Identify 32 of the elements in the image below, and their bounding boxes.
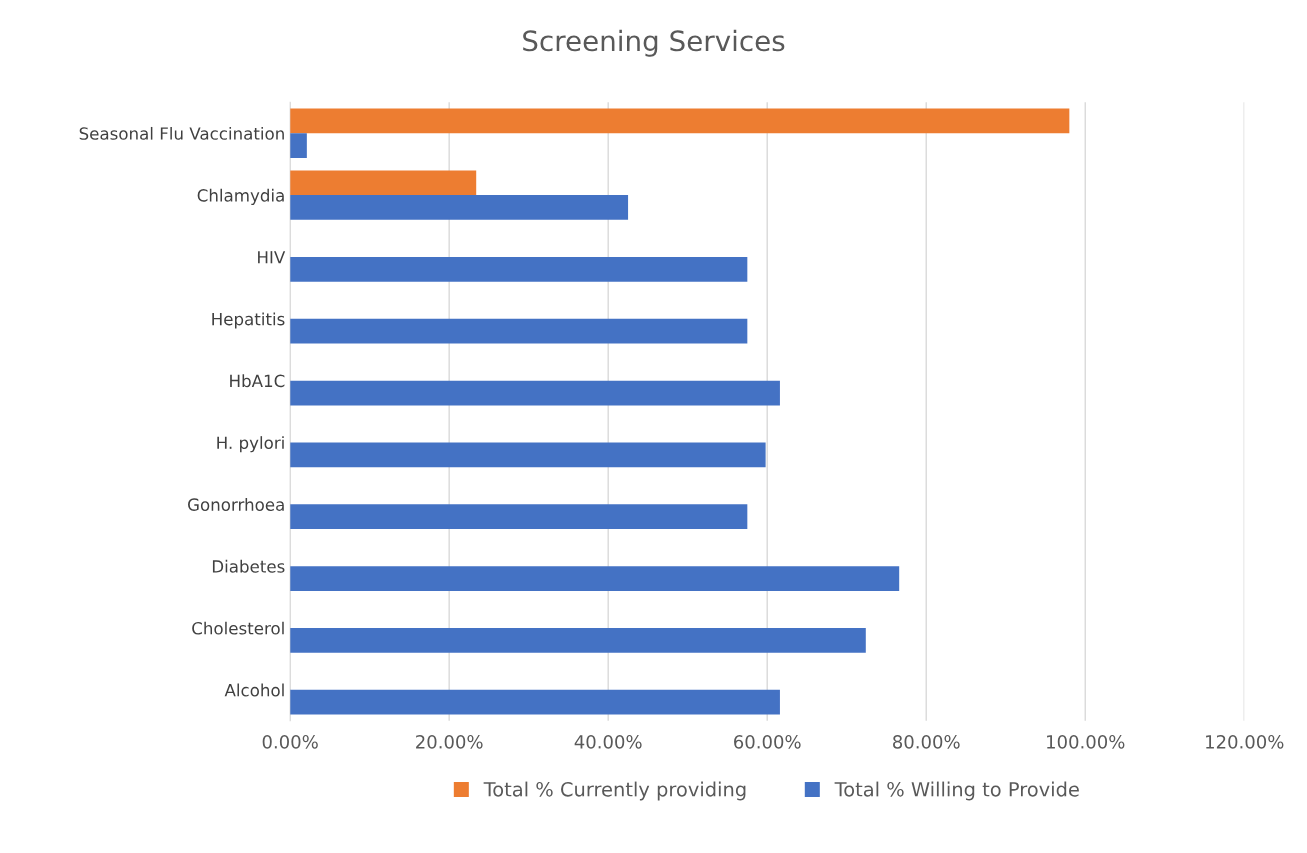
bar	[290, 133, 307, 159]
x-tick-label: 40.00%	[574, 734, 642, 749]
x-tick-label: 60.00%	[734, 734, 801, 749]
chart-title: Screening Services	[523, 29, 785, 57]
y-tick-label: Diabetes	[212, 559, 285, 573]
bar	[290, 170, 477, 196]
y-tick-label: H. pylori	[217, 436, 284, 453]
bar	[290, 380, 780, 406]
x-tick-label: 100.00%	[1047, 734, 1125, 749]
y-tick-label: Chlamydia	[197, 188, 284, 205]
y-tick-label: Gonorrhoea	[188, 498, 284, 511]
bar	[290, 628, 866, 653]
x-tick-label: 0.00%	[262, 734, 318, 749]
y-tick-label: Alcohol	[224, 683, 284, 697]
y-tick-label: Hepatitis	[212, 312, 285, 329]
bar	[290, 195, 629, 220]
y-tick-label: HIV	[258, 251, 286, 264]
y-tick-label: Seasonal Flu Vaccination	[79, 126, 284, 140]
x-tick-label: 80.00%	[893, 734, 960, 749]
bar	[290, 256, 748, 282]
bar	[290, 504, 748, 530]
y-tick-label: HbA1C	[230, 374, 285, 388]
bar	[290, 442, 766, 468]
bar	[290, 689, 780, 715]
bar	[290, 108, 1070, 134]
bar	[290, 566, 900, 591]
legend-label: Total % Willing to Provide	[834, 781, 1079, 801]
x-tick-label: 20.00%	[416, 734, 483, 749]
bar	[290, 318, 748, 344]
y-tick-label: Cholesterol	[192, 621, 284, 635]
x-tick-label: 120.00%	[1206, 734, 1284, 749]
legend-label: Total % Currently providing	[483, 781, 746, 801]
